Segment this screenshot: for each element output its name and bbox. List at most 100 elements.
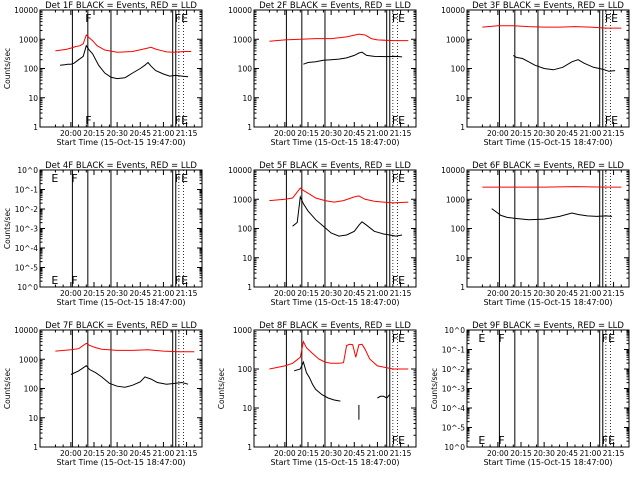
x-tick-label: 21:00 [580,129,602,138]
series-line [482,186,622,188]
y-tick-label: 10000 [14,326,38,335]
y-tick-label: 1 [247,123,252,132]
y-tick-label: 100 [238,225,253,234]
x-tick-label: 20:15 [510,449,532,458]
y-axis-label: Counts/sec [3,48,12,89]
chart-panel: Det 1F BLACK = Events, RED = LLD 1 10 100 10… [3,1,203,147]
y-axis-label: Counts/sec [3,208,12,249]
chart-panel: Det 7F BLACK = Events, RED = LLD 1 10 100 10… [3,321,203,467]
y-tick-label: 10 [28,414,38,423]
marker-label: E [478,434,485,447]
x-tick-label: 20:30 [106,129,128,138]
marker-label: F [498,332,504,345]
marker-label: E [478,332,485,345]
marker-label: FE [605,114,618,127]
x-tick-label: 20:30 [533,129,555,138]
y-tick-label: 10000 [228,166,252,175]
y-tick-label: 10^-4 [15,244,39,253]
y-tick-label: 1 [247,283,252,292]
plot-frame [39,9,203,128]
x-tick-label: 20:00 [487,289,509,298]
series-line [55,342,195,353]
x-tick-label: 21:00 [580,449,602,458]
x-tick-label: 21:15 [176,129,198,138]
x-axis-label: Start Time (15-Oct-15 18:47:00) [483,458,612,467]
x-tick-label: 20:15 [297,289,319,298]
x-axis-label: Start Time (15-Oct-15 18:47:00) [270,298,399,307]
chart-panel: Det 4F BLACK = Events, RED = LLD 10^0 10^-… [3,161,203,307]
plot-frame [466,329,630,448]
y-tick-label: 1 [460,283,465,292]
marker-label: FE [602,434,615,447]
x-tick-label: 20:30 [533,289,555,298]
x-tick-label: 21:00 [367,129,389,138]
marker-label: F [85,12,91,25]
marker-label: F [498,434,504,447]
x-axis-label: Start Time (15-Oct-15 18:47:00) [270,458,399,467]
y-tick-label: 100 [451,65,466,74]
series-line [482,25,622,29]
x-tick-label: 20:00 [60,289,82,298]
y-tick-label: 10^-3 [442,385,466,394]
y-tick-label: 1 [247,443,252,452]
marker-label: FE [175,114,188,127]
x-tick-label: 20:00 [60,129,82,138]
series-line [269,187,409,204]
x-tick-label: 20:00 [487,449,509,458]
series-line [292,195,403,237]
x-tick-label: 21:15 [603,289,625,298]
x-tick-label: 20:15 [510,129,532,138]
chart-title: Det 2F BLACK = Events, RED = LLD [259,1,411,11]
chart-title: Det 6F BLACK = Events, RED = LLD [472,161,624,171]
series-line [293,360,341,402]
series-line [491,208,613,221]
x-tick-label: 20:15 [83,129,105,138]
y-tick-label: 10^0 [17,283,38,292]
y-tick-label: 100 [238,65,253,74]
y-axis-label: Counts/sec [217,368,226,409]
y-tick-label: 10^0 [444,326,465,335]
marker-label: F [85,114,91,127]
y-tick-label: 10^0 [444,443,465,452]
series-line [60,44,189,80]
x-axis-label: Start Time (15-Oct-15 18:47:00) [270,138,399,147]
y-tick-label: 10^-2 [442,365,466,374]
x-tick-label: 20:15 [83,449,105,458]
x-axis-label: Start Time (15-Oct-15 18:47:00) [483,138,612,147]
plot-frame [253,329,417,448]
y-tick-label: 10 [242,254,252,263]
y-tick-label: 10^-5 [442,424,466,433]
marker-label: FE [392,114,405,127]
x-axis-label: Start Time (15-Oct-15 18:47:00) [56,298,185,307]
y-tick-label: 10 [242,94,252,103]
series-line [70,365,189,388]
x-tick-label: 21:15 [603,449,625,458]
y-tick-label: 10^-3 [15,225,39,234]
chart-title: Det 9F BLACK = Events, RED = LLD [472,321,624,331]
marker-label: FE [602,332,615,345]
marker-label: E [51,274,58,287]
y-tick-label: 1 [33,443,38,452]
x-tick-label: 20:30 [533,449,555,458]
y-tick-label: 1 [460,123,465,132]
chart-panel: Det 8F BLACK = Events, RED = LLD 1 10 100 10… [217,321,417,467]
x-tick-label: 20:30 [106,289,128,298]
y-tick-label: 100 [24,65,39,74]
plot-frame [253,169,417,288]
marker-label: FE [175,172,188,185]
x-tick-label: 21:15 [390,129,412,138]
series-line [55,34,192,53]
y-tick-label: 10000 [14,6,38,15]
chart-panel: Det 6F BLACK = Events, RED = LLD 1 10 100 10… [441,161,630,307]
plot-frame [39,169,203,288]
x-tick-label: 20:45 [556,449,578,458]
x-tick-label: 20:30 [320,449,342,458]
x-tick-label: 20:45 [129,289,151,298]
y-tick-label: 10^-1 [442,346,466,355]
x-tick-label: 20:45 [129,129,151,138]
x-tick-label: 21:00 [153,289,175,298]
marker-label: FE [392,434,405,447]
marker-label: F [71,274,77,287]
y-tick-label: 1000 [446,35,465,44]
